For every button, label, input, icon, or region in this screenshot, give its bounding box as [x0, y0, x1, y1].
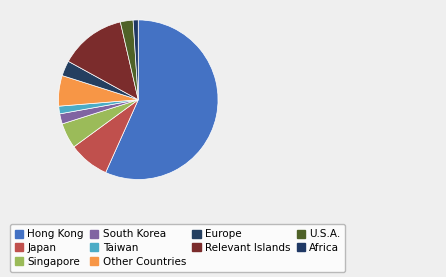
Wedge shape — [68, 22, 138, 100]
Wedge shape — [59, 100, 138, 114]
Wedge shape — [120, 20, 138, 100]
Wedge shape — [58, 76, 138, 106]
Wedge shape — [106, 20, 218, 179]
Wedge shape — [62, 100, 138, 147]
Wedge shape — [62, 61, 138, 100]
Wedge shape — [74, 100, 138, 173]
Legend: Hong Kong, Japan, Singapore, South Korea, Taiwan, Other Countries, Europe, Relev: Hong Kong, Japan, Singapore, South Korea… — [10, 224, 346, 272]
Wedge shape — [133, 20, 138, 100]
Wedge shape — [60, 100, 138, 124]
